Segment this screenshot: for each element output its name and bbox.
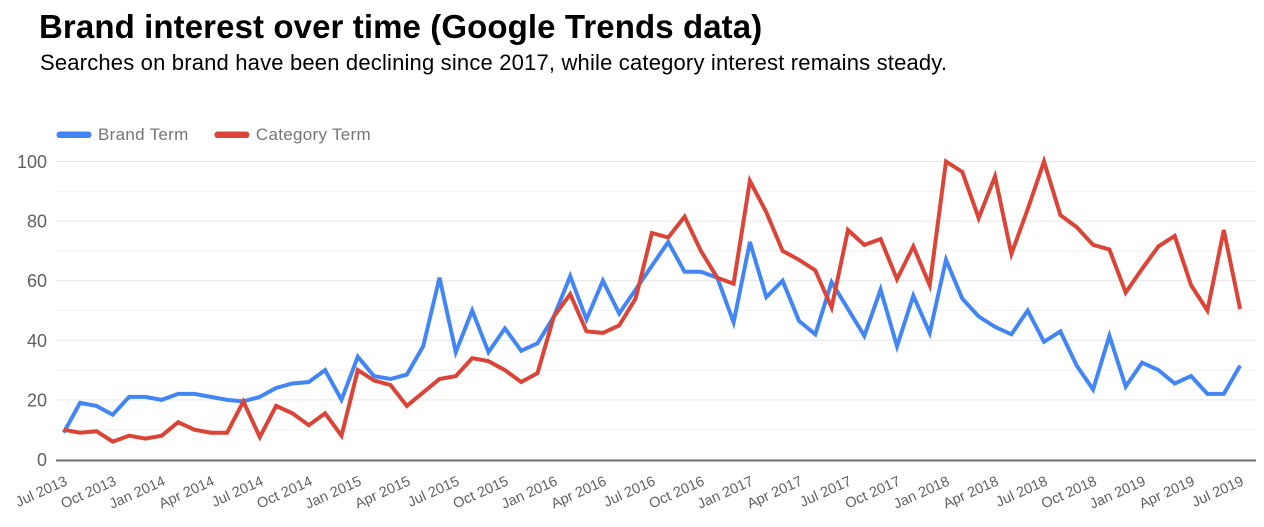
- svg-text:Category Term: Category Term: [256, 125, 371, 144]
- svg-text:0: 0: [37, 450, 47, 470]
- svg-text:Apr 2015: Apr 2015: [353, 474, 413, 513]
- svg-text:40: 40: [27, 331, 47, 351]
- svg-text:Apr 2016: Apr 2016: [549, 474, 609, 513]
- svg-text:100: 100: [17, 152, 47, 172]
- svg-text:Apr 2018: Apr 2018: [941, 474, 1001, 513]
- svg-text:Jan 2018: Jan 2018: [891, 474, 952, 513]
- svg-text:Jan 2015: Jan 2015: [303, 474, 364, 513]
- svg-text:Jul 2019: Jul 2019: [1190, 474, 1247, 511]
- svg-text:Apr 2017: Apr 2017: [745, 474, 805, 513]
- svg-text:Jan 2019: Jan 2019: [1087, 474, 1148, 513]
- svg-text:Jan 2016: Jan 2016: [499, 474, 560, 513]
- svg-text:Jan 2014: Jan 2014: [107, 474, 168, 513]
- svg-text:Apr 2014: Apr 2014: [157, 474, 217, 513]
- svg-text:Jan 2017: Jan 2017: [695, 474, 756, 513]
- svg-text:20: 20: [27, 390, 47, 410]
- svg-text:80: 80: [27, 212, 47, 232]
- svg-text:60: 60: [27, 271, 47, 291]
- svg-text:Brand Term: Brand Term: [98, 125, 189, 144]
- svg-text:Apr 2019: Apr 2019: [1137, 474, 1197, 513]
